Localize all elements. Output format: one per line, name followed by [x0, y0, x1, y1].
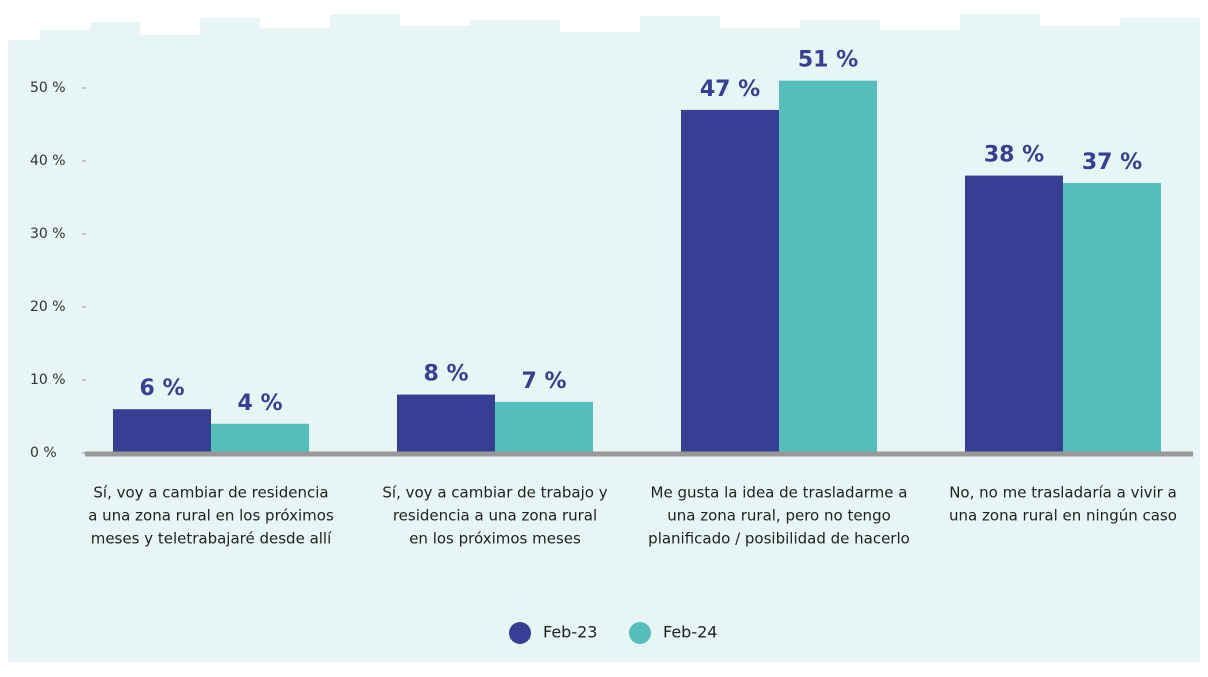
y-tick-label: 30 %	[30, 226, 66, 242]
bar	[397, 395, 495, 453]
bar	[113, 409, 211, 453]
y-tick-label: 20 %	[30, 299, 66, 315]
value-label: 4 %	[237, 391, 282, 416]
x-tick-label: una zona rural en ningún caso	[949, 507, 1177, 525]
bar	[211, 424, 309, 453]
legend-label: Feb-23	[543, 623, 597, 642]
value-label: 47 %	[700, 77, 760, 102]
value-label: 37 %	[1082, 150, 1142, 175]
legend-marker	[629, 622, 651, 644]
chart: 0 % 10 % 20 % 30 % 40 % 50 % 6 % 8 % 47 % 38 % 4 %…	[0, 0, 1208, 677]
y-tick-label: 10 %	[30, 372, 66, 388]
bar	[1063, 183, 1161, 453]
y-tick-label: 0 %	[30, 445, 57, 461]
x-tick-label: Sí, voy a cambiar de trabajo y	[382, 484, 607, 502]
value-label: 7 %	[521, 369, 566, 394]
x-tick-label: una zona rural, pero no tengo	[667, 507, 891, 525]
x-tick-label: residencia a una zona rural	[393, 507, 597, 525]
x-tick-label: planificado / posibilidad de hacerlo	[648, 530, 910, 548]
x-tick-label: No, no me trasladaría a vivir a	[949, 484, 1177, 502]
legend-label: Feb-24	[663, 623, 717, 642]
bar	[495, 402, 593, 453]
bar	[681, 110, 779, 453]
x-tick-label: Me gusta la idea de trasladarme a	[651, 484, 908, 502]
x-tick-label: en los próximos meses	[409, 530, 581, 548]
bar	[965, 176, 1063, 453]
bar	[779, 81, 877, 453]
value-label: 51 %	[798, 48, 858, 73]
x-tick-label: Sí, voy a cambiar de residencia	[93, 484, 328, 502]
value-label: 8 %	[423, 362, 468, 387]
value-label: 38 %	[984, 143, 1044, 168]
x-tick-label: a una zona rural en los próximos	[88, 507, 334, 525]
value-label: 6 %	[139, 376, 184, 401]
x-tick-label: meses y teletrabajaré desde allí	[91, 530, 332, 548]
legend-marker	[509, 622, 531, 644]
y-tick-label: 40 %	[30, 153, 66, 169]
y-tick-label: 50 %	[30, 80, 66, 96]
